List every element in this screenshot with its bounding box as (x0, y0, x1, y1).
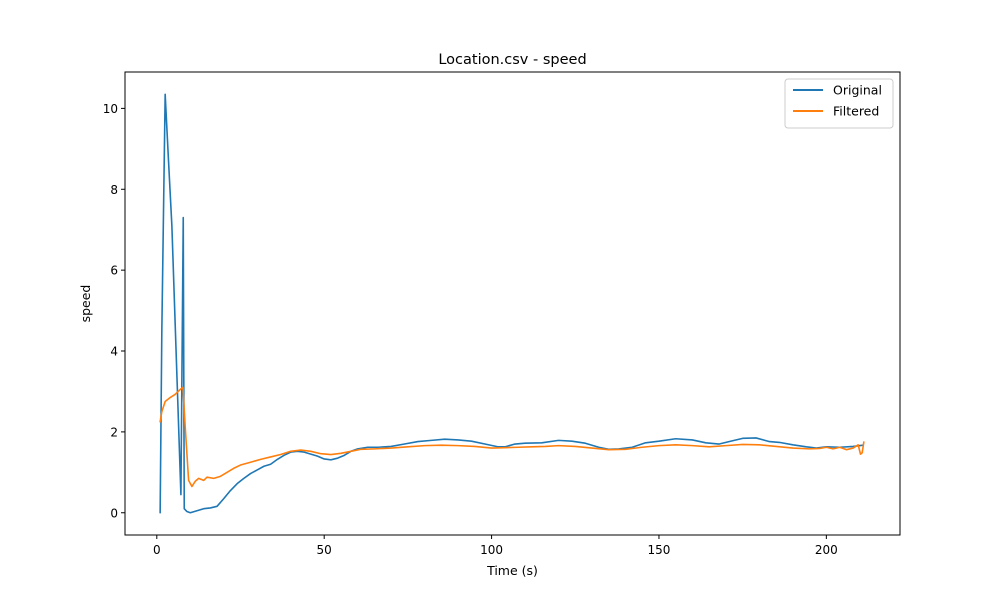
legend: Original Filtered (784, 78, 894, 129)
legend-label-original: Original (833, 83, 882, 98)
y-axis-label: speed (78, 285, 93, 323)
x-tick-label: 150 (648, 543, 671, 557)
plot-frame (124, 71, 901, 536)
series-line-original (159, 93, 864, 514)
x-axis-ticks: 0 50 100 150 200 (153, 535, 838, 557)
legend-box (784, 78, 894, 129)
x-tick-label: 200 (815, 543, 838, 557)
x-tick-label: 100 (480, 543, 503, 557)
y-tick-label: 0 (110, 506, 118, 520)
series-line-filtered (159, 386, 865, 488)
x-tick-label: 0 (153, 543, 161, 557)
chart-title: Location.csv - speed (438, 52, 586, 68)
series-layer (159, 93, 865, 514)
y-tick-label: 4 (110, 345, 118, 359)
y-tick-label: 6 (110, 264, 118, 278)
y-axis-ticks: 0 2 4 6 8 10 (103, 102, 125, 520)
y-tick-label: 2 (110, 425, 118, 439)
legend-label-filtered: Filtered (833, 104, 879, 119)
y-tick-label: 10 (103, 102, 118, 116)
x-axis-label: Time (s) (486, 563, 538, 578)
plot-area (125, 72, 900, 535)
y-tick-label: 8 (110, 183, 118, 197)
x-tick-label: 50 (317, 543, 332, 557)
